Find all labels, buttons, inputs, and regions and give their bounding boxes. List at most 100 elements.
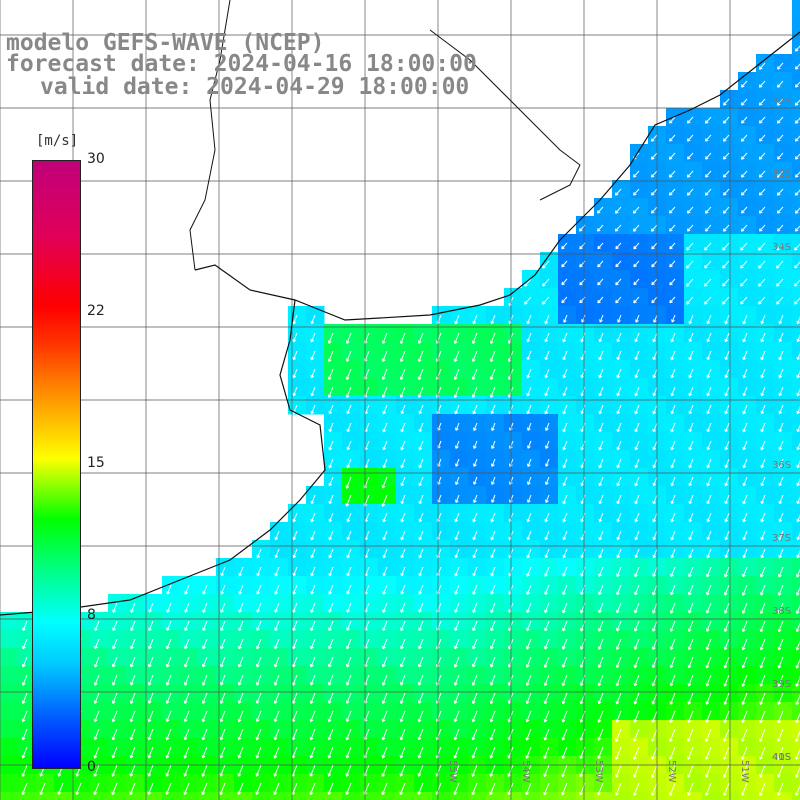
wind-arrow xyxy=(778,386,784,397)
wind-arrow xyxy=(724,440,730,451)
wind-arrow xyxy=(292,350,298,361)
wind-arrow xyxy=(21,728,28,741)
wind-arrow xyxy=(399,746,406,759)
wind-arrow xyxy=(472,584,478,595)
wind-arrow xyxy=(418,656,424,668)
wind-arrow xyxy=(381,782,388,795)
wind-arrow xyxy=(417,332,424,344)
wind-arrow xyxy=(796,496,800,505)
wind-arrow xyxy=(201,782,208,795)
wind-arrow xyxy=(722,260,730,269)
wind-arrow xyxy=(723,656,730,669)
wind-arrow xyxy=(417,710,424,723)
wind-arrow xyxy=(219,764,226,777)
wind-arrow xyxy=(292,638,298,650)
wind-arrow xyxy=(417,782,424,795)
wind-arrow xyxy=(724,350,730,361)
wind-arrow xyxy=(111,728,118,741)
coastline-north xyxy=(194,31,800,321)
wind-arrow xyxy=(795,568,800,578)
wind-speed-cell xyxy=(792,306,800,325)
wind-arrow xyxy=(400,422,406,433)
wind-arrow xyxy=(526,368,532,379)
wind-arrow xyxy=(758,278,766,287)
wind-arrow xyxy=(652,422,658,433)
wind-arrow xyxy=(544,584,550,595)
wind-arrow xyxy=(741,728,748,742)
wind-arrow xyxy=(328,620,334,632)
wind-arrow xyxy=(687,746,694,760)
wind-arrow xyxy=(617,314,622,323)
wind-arrow xyxy=(706,494,712,505)
wind-arrow xyxy=(723,674,730,687)
wind-arrow xyxy=(758,296,766,305)
wind-arrow xyxy=(652,530,658,541)
wind-arrow xyxy=(525,710,532,723)
wind-arrow xyxy=(760,584,766,596)
wind-arrow xyxy=(633,188,640,196)
wind-arrow xyxy=(651,692,658,705)
wind-arrow xyxy=(400,458,406,469)
wind-arrow xyxy=(580,386,586,397)
wind-speed-cell xyxy=(756,792,775,800)
wind-arrow xyxy=(489,692,496,705)
wind-arrow xyxy=(562,404,568,415)
wind-speed-cell xyxy=(738,792,757,800)
wind-arrow xyxy=(473,422,478,431)
wind-arrow xyxy=(455,422,460,431)
wind-arrow xyxy=(778,350,784,361)
wind-arrow xyxy=(597,242,604,250)
wind-arrow xyxy=(346,440,352,451)
wind-arrow xyxy=(327,746,334,759)
wind-arrow xyxy=(399,386,406,398)
wind-arrow xyxy=(382,566,388,577)
wind-arrow xyxy=(777,152,784,160)
wind-arrow xyxy=(632,206,640,214)
wind-arrow xyxy=(633,692,640,705)
wind-speed-cell xyxy=(792,126,800,145)
wind-arrow xyxy=(201,728,208,741)
wind-speed-cell xyxy=(216,792,235,800)
wind-arrow xyxy=(669,224,676,232)
wind-arrow xyxy=(741,674,748,687)
wind-arrow xyxy=(688,422,694,433)
wind-arrow xyxy=(561,692,568,705)
wind-arrow xyxy=(455,476,460,485)
wind-arrow xyxy=(561,656,568,668)
wind-arrow xyxy=(309,746,316,759)
wind-arrow xyxy=(740,134,748,142)
wind-arrow xyxy=(472,404,478,415)
wind-arrow xyxy=(687,710,694,723)
wind-arrow xyxy=(652,404,658,415)
wind-arrow xyxy=(598,386,604,397)
wind-arrow xyxy=(472,512,478,523)
wind-arrow xyxy=(489,674,496,686)
wind-arrow xyxy=(292,548,298,559)
wind-speed-cell xyxy=(162,792,181,800)
wind-speed-cell xyxy=(0,648,19,667)
wind-arrow xyxy=(615,764,622,778)
wind-arrow xyxy=(310,530,316,541)
wind-arrow xyxy=(723,602,730,614)
wind-arrow xyxy=(723,638,730,651)
wind-arrow xyxy=(489,710,496,723)
wind-arrow xyxy=(634,368,640,379)
wind-arrow xyxy=(382,548,388,559)
wind-arrow xyxy=(93,764,100,777)
wind-arrow xyxy=(724,332,730,343)
wind-arrow xyxy=(760,314,766,325)
wind-arrow xyxy=(778,476,784,487)
wind-arrow xyxy=(615,242,622,250)
wind-arrow xyxy=(597,656,604,668)
wind-speed-cell xyxy=(342,792,361,800)
wind-arrow xyxy=(202,602,208,613)
wind-arrow xyxy=(778,404,784,415)
latitude-label: 40S xyxy=(772,752,791,763)
wind-arrow xyxy=(688,440,694,451)
wind-arrow xyxy=(777,746,784,760)
wind-arrow xyxy=(597,620,604,632)
wind-arrow xyxy=(382,602,388,613)
wind-arrow xyxy=(147,674,154,686)
wind-arrow xyxy=(668,188,676,196)
wind-arrow xyxy=(310,494,316,505)
